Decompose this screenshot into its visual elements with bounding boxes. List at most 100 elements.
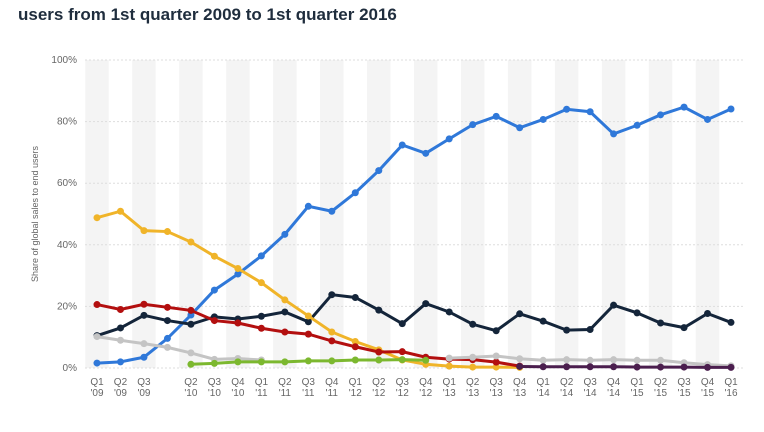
data-point (539, 356, 547, 364)
data-point (116, 324, 124, 332)
x-tick-label: Q2'10 (184, 377, 198, 399)
data-point (351, 338, 359, 346)
data-point (116, 207, 124, 215)
data-point (492, 363, 500, 371)
chart-title: users from 1st quarter 2009 to 1st quart… (18, 5, 397, 24)
data-point (469, 353, 477, 361)
data-point (140, 227, 148, 235)
data-point (680, 103, 688, 111)
data-point (328, 328, 336, 336)
x-tick-label: Q2'14 (560, 377, 574, 399)
data-point (187, 238, 195, 246)
x-tick-label: Q2'11 (278, 377, 292, 399)
data-point (93, 333, 101, 341)
data-point (140, 300, 148, 308)
data-point (210, 252, 218, 260)
series-line (519, 364, 731, 369)
stripe (695, 60, 720, 368)
data-point (351, 293, 359, 301)
data-point (492, 352, 500, 360)
stripe (601, 60, 626, 368)
data-point (304, 202, 312, 210)
x-tick-label: Q1'11 (255, 377, 269, 399)
data-point (539, 317, 547, 325)
data-point (234, 319, 242, 327)
data-point (257, 252, 265, 260)
x-tick-label: Q4'13 (513, 377, 527, 399)
x-tick-label: Q3'15 (677, 377, 691, 399)
data-point (210, 286, 218, 294)
stripe (414, 60, 438, 368)
data-point (163, 334, 171, 342)
data-point (398, 348, 406, 356)
x-tick-label: Q1'09 (90, 377, 104, 399)
data-point (234, 265, 242, 273)
data-point (257, 324, 265, 332)
data-point (163, 343, 171, 351)
data-point (257, 358, 265, 366)
data-point (187, 360, 195, 368)
data-point (187, 320, 195, 328)
x-tick-label: Q1'15 (630, 377, 644, 399)
data-point (633, 363, 641, 371)
data-point (516, 362, 524, 370)
data-point (657, 356, 665, 364)
data-point (445, 135, 453, 143)
stripe (648, 60, 673, 368)
data-point (187, 349, 195, 357)
data-point (328, 337, 336, 345)
x-tick-label: Q1'12 (349, 377, 363, 399)
data-point (163, 303, 171, 311)
stripe (273, 60, 297, 368)
x-tick-label: Q3'14 (583, 377, 597, 399)
data-point (375, 348, 383, 356)
stripe (507, 60, 532, 368)
y-tick-label: 40% (57, 240, 77, 251)
data-point (610, 363, 618, 371)
data-point (281, 358, 289, 366)
data-point (163, 317, 171, 325)
y-tick-label: 80% (57, 117, 77, 128)
series-line (96, 293, 732, 338)
data-point (351, 356, 359, 364)
data-point (304, 318, 312, 326)
data-point (704, 363, 712, 371)
x-tick-label: Q3'10 (208, 377, 222, 399)
data-point (422, 356, 430, 364)
x-tick-label: Q1'16 (724, 377, 738, 399)
x-tick-label: Q1'13 (443, 377, 457, 399)
data-point (680, 363, 688, 371)
stripe (179, 60, 203, 368)
data-point (492, 327, 500, 335)
x-tick-label: Q4'11 (325, 377, 339, 399)
x-tick-label: Q2'09 (114, 377, 128, 399)
x-tick-label: Q2'12 (372, 377, 386, 399)
data-point (492, 358, 500, 366)
x-tick-label: Q1'14 (536, 377, 550, 399)
data-point (398, 320, 406, 328)
data-point (492, 112, 500, 120)
data-point (375, 356, 383, 364)
x-tick-label: Q2'13 (466, 377, 480, 399)
data-point (586, 326, 594, 333)
data-point (657, 111, 665, 119)
data-point (116, 305, 124, 313)
stripe (226, 60, 250, 368)
y-tick-label: 60% (57, 178, 77, 189)
data-point (116, 358, 124, 366)
data-point (304, 312, 312, 320)
x-tick-label: Q4'15 (701, 377, 715, 399)
data-point (727, 318, 735, 326)
x-tick-label: Q3'13 (490, 377, 504, 399)
data-point (422, 300, 430, 308)
data-point (304, 330, 312, 338)
x-tick-label: Q2'15 (654, 377, 668, 399)
x-tick-label: Q4'12 (419, 377, 433, 399)
data-point (610, 301, 618, 309)
y-tick-label: 20% (57, 301, 77, 312)
data-point (633, 356, 641, 364)
data-point (304, 357, 312, 365)
data-point (469, 320, 477, 328)
data-point (140, 353, 148, 361)
